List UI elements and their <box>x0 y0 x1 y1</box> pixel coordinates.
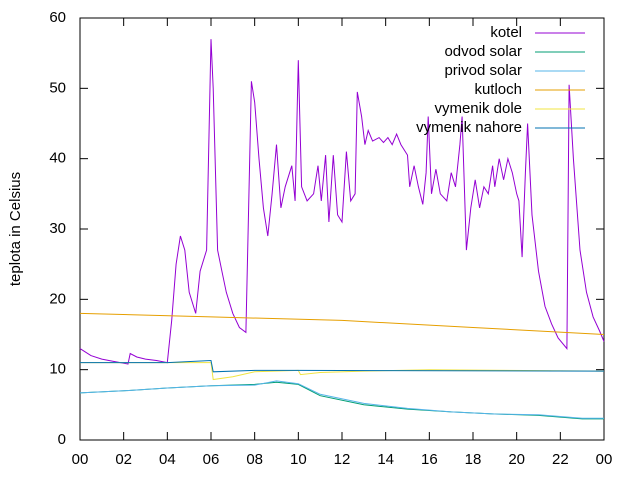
x-tick-label: 10 <box>290 451 307 468</box>
legend-label: vymenik nahore <box>416 119 522 136</box>
plot-border <box>79 17 605 441</box>
x-tick-label: 12 <box>334 451 351 468</box>
y-tick-label: 0 <box>58 431 66 448</box>
y-tick-label: 50 <box>49 79 66 96</box>
x-tick-label: 08 <box>246 451 263 468</box>
legend-label: odvod solar <box>444 43 522 60</box>
series-line <box>79 39 605 365</box>
series-line <box>79 381 604 420</box>
y-tick-label: 30 <box>49 220 66 237</box>
x-tick-label: 00 <box>72 451 89 468</box>
x-tick-label: 22 <box>552 451 569 468</box>
y-tick-label: 60 <box>49 9 66 26</box>
series-line <box>80 359 605 373</box>
x-tick-label: 04 <box>159 451 176 468</box>
legend-label: kutloch <box>474 81 522 98</box>
x-tick-label: 16 <box>421 451 438 468</box>
x-tick-label: 14 <box>377 451 394 468</box>
legend-label: privod solar <box>444 62 522 79</box>
series-line <box>79 312 605 335</box>
y-axis-label: teplota in Celsius <box>7 172 24 286</box>
y-tick-label: 10 <box>49 361 66 378</box>
x-tick-label: 02 <box>115 451 132 468</box>
legend-label: vymenik dole <box>434 100 522 117</box>
legend-label: kotel <box>490 24 522 41</box>
x-tick-label: 06 <box>203 451 220 468</box>
x-tick-label: 00 <box>596 451 613 468</box>
y-tick-label: 20 <box>49 290 66 307</box>
y-tick-label: 40 <box>49 150 66 167</box>
x-tick-label: 20 <box>508 451 525 468</box>
x-tick-label: 18 <box>465 451 482 468</box>
series-line <box>79 380 604 419</box>
